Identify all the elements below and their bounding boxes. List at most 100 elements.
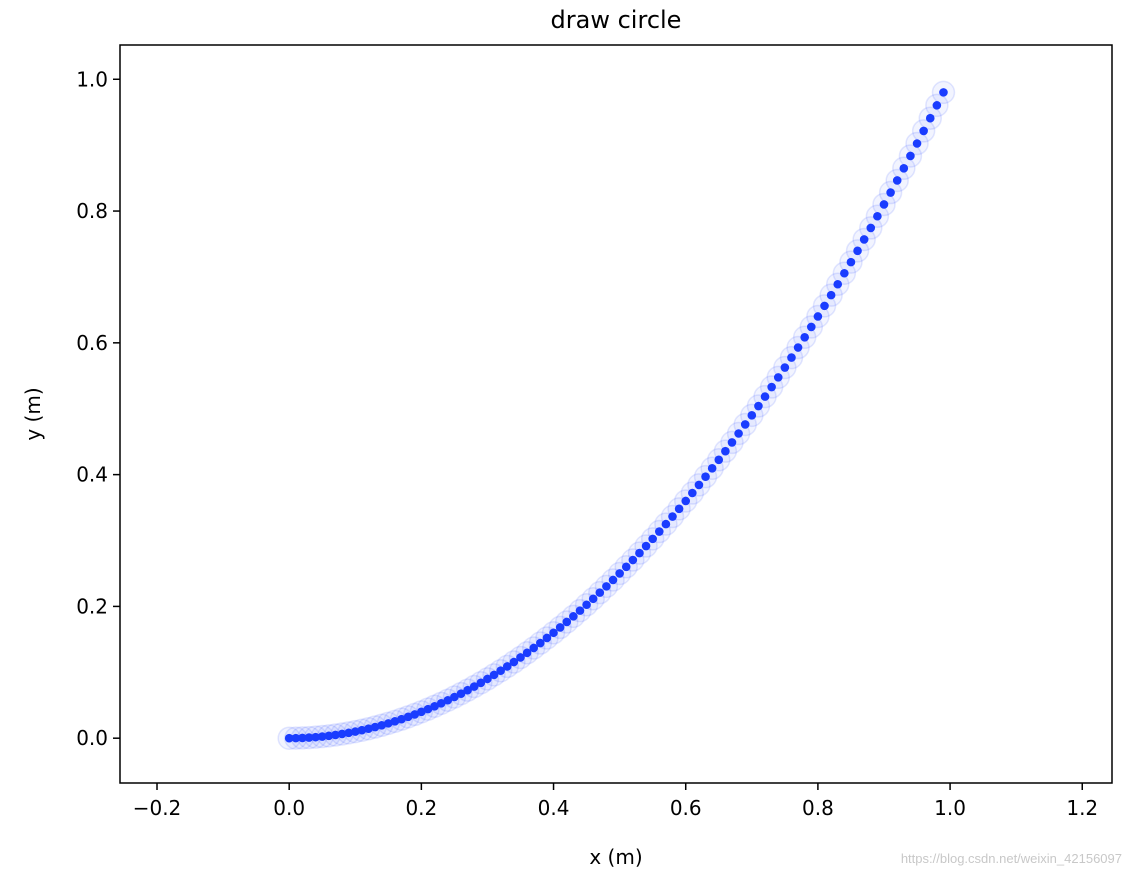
x-tick-label: 1.0 [934,796,966,820]
data-point [595,588,605,597]
y-tick-label: 0.6 [76,331,108,355]
x-tick-label: 1.2 [1066,796,1098,820]
data-point [899,163,909,173]
data-point [469,682,479,691]
data-point [688,488,697,498]
x-axis-label: x (m) [589,845,642,869]
data-point [331,730,340,740]
data-point [879,200,889,209]
data-point [654,527,664,536]
data-point [734,429,743,438]
data-point [661,519,671,529]
data-point [754,401,763,411]
data-point [846,257,856,267]
data-point [397,714,406,724]
data-point [747,411,757,420]
data-point [384,719,393,728]
data-point [476,678,486,688]
data-point [410,710,420,719]
y-tick-label: 0.8 [76,199,108,223]
data-point [502,662,512,671]
data-point [721,446,730,456]
data-point [773,373,783,382]
data-point [436,699,446,708]
data-point [357,725,367,735]
data-point [463,685,472,695]
plot-frame [119,44,1113,784]
x-tick-label: 0.0 [273,796,305,820]
y-tick-label: 0.0 [76,726,108,750]
data-point [892,176,902,185]
data-point [344,728,353,738]
data-point [820,301,829,311]
data-point [628,555,638,565]
data-point [707,463,717,473]
data-point [853,246,862,256]
data-point [833,279,843,289]
data-point [483,674,492,684]
y-tick-label: 0.2 [76,594,108,618]
data-point [456,689,466,698]
data-point [615,569,624,578]
data-point [714,455,724,465]
data-point [826,290,836,300]
data-point [925,113,935,123]
data-point [582,600,591,610]
x-tick-label: 0.4 [538,796,570,820]
data-point [403,712,413,722]
data-point [767,382,776,392]
data-point [800,333,809,342]
data-point [377,720,387,730]
y-tick-label: 1.0 [76,67,108,91]
data-point [516,653,525,662]
watermark: https://blog.csdn.net/weixin_42156097 [900,851,1122,866]
data-point [602,582,611,591]
x-axis: −0.2 0.0 0.2 0.4 0.6 0.8 1.0 1.2 [133,783,1098,820]
data-point [588,594,598,604]
data-point [873,211,882,221]
data-point [740,420,750,429]
data-point [317,732,327,741]
data-point [648,534,657,544]
data-point [569,612,578,621]
data-point [641,541,651,551]
data-point [787,353,796,362]
halo-layer [277,80,956,750]
data-point [906,151,915,161]
data-point [291,733,301,743]
data-point [575,606,585,615]
data-point [489,670,499,680]
data-point [450,692,459,702]
data-point [635,548,644,558]
data-point [813,312,823,321]
data-point [370,722,380,732]
data-point [608,575,618,585]
data-point [324,731,334,741]
data-point [780,363,790,372]
data-point [311,732,320,742]
data-point [793,343,803,352]
data-point [621,562,631,572]
data-point [694,480,704,490]
data-point [549,628,558,638]
chart-title: draw circle [551,6,682,34]
data-point [430,702,439,711]
data-point [912,139,922,148]
x-tick-label: −0.2 [133,796,182,820]
y-tick-label: 0.4 [76,463,108,487]
data-point [364,724,373,734]
data-point [284,733,294,743]
data-point [350,727,360,736]
data-point [727,438,737,447]
data-point [668,512,677,521]
data-point [542,633,552,643]
data-point [423,704,433,714]
data-point [536,638,545,648]
data-point [509,657,519,667]
y-axis-label: y (m) [21,387,45,440]
data-point [806,322,816,332]
x-tick-label: 0.6 [670,796,702,820]
data-point [337,729,347,739]
data-point [859,235,869,244]
